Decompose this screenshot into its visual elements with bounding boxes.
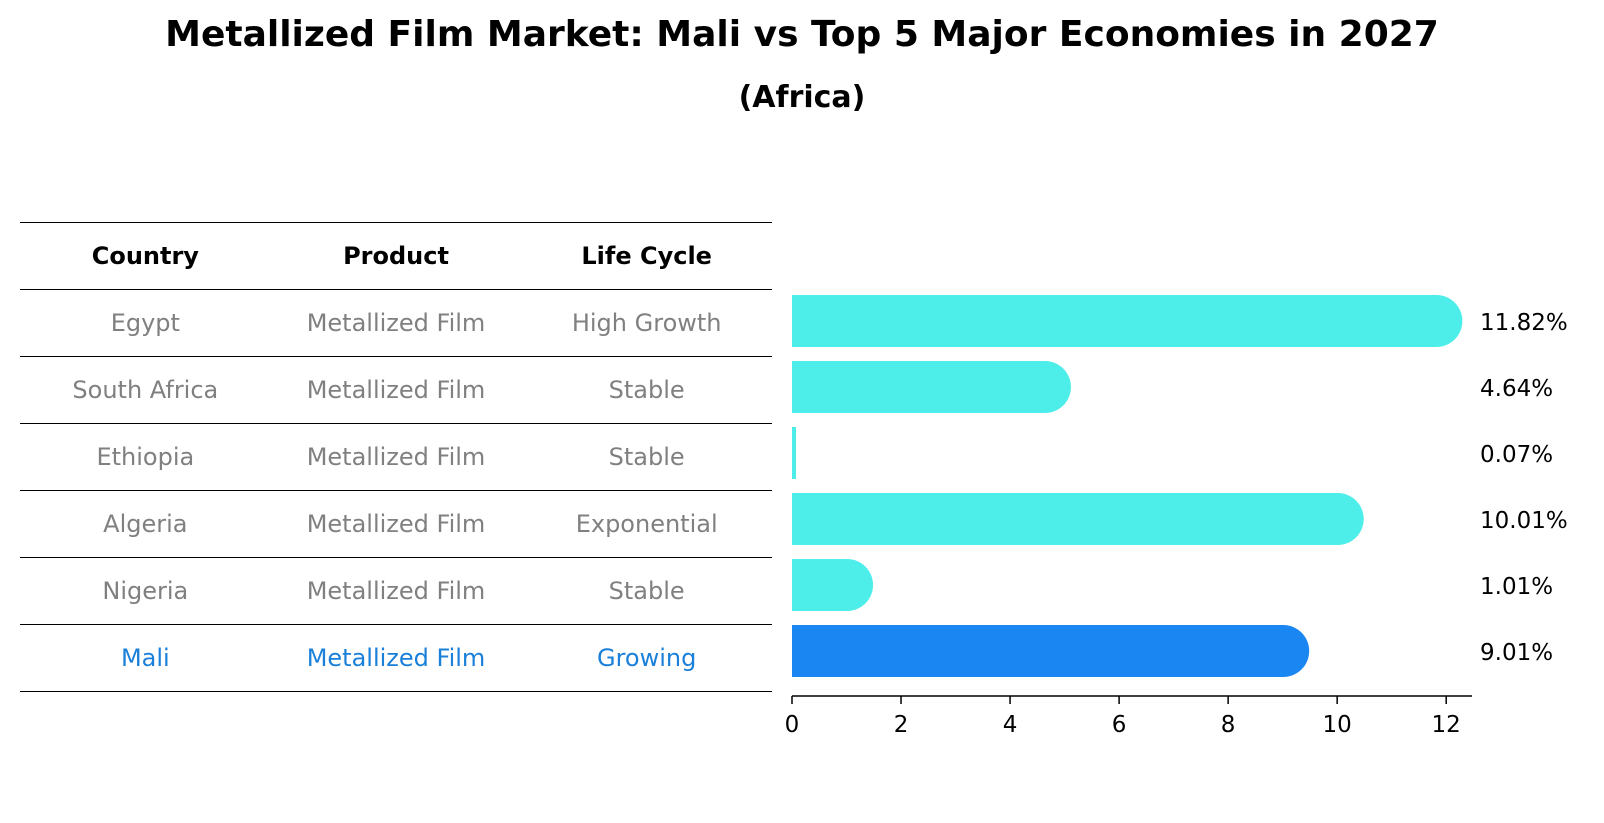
- cell-product: Metallized Film: [306, 443, 486, 471]
- x-axis-tick-label: 10: [1323, 712, 1352, 738]
- cell-life-cycle: Stable: [608, 376, 685, 404]
- cell-life-cycle: Growing: [596, 644, 697, 672]
- table-row-highlight: Mali Metallized Film Growing: [20, 624, 772, 692]
- table-row: Egypt Metallized Film High Growth: [20, 289, 772, 356]
- x-axis-tick-label: 12: [1432, 712, 1461, 738]
- bar-value-label: 11.82%: [1480, 310, 1568, 336]
- cell-product: Metallized Film: [306, 510, 486, 538]
- bar-south-africa: [792, 361, 1071, 413]
- table-header-row: Country Product Life Cycle: [20, 222, 772, 289]
- x-axis-tick-label: 0: [785, 712, 800, 738]
- table-row: South Africa Metallized Film Stable: [20, 356, 772, 423]
- bar-egypt: [792, 295, 1463, 347]
- cell-country: Algeria: [103, 510, 188, 538]
- cell-life-cycle: High Growth: [571, 309, 722, 337]
- cell-country: Egypt: [110, 309, 180, 337]
- table-row: Ethiopia Metallized Film Stable: [20, 423, 772, 490]
- bar-value-label: 4.64%: [1480, 376, 1553, 402]
- cell-country: Mali: [120, 644, 170, 672]
- data-table: Country Product Life Cycle Egypt Metalli…: [20, 222, 772, 692]
- table-row: Nigeria Metallized Film Stable: [20, 557, 772, 624]
- cell-product: Metallized Film: [306, 376, 486, 404]
- x-axis-tick-label: 8: [1221, 712, 1236, 738]
- header-life-cycle: Life Cycle: [581, 242, 712, 270]
- cell-life-cycle: Exponential: [575, 510, 718, 538]
- bar-algeria: [792, 493, 1364, 545]
- bar-ethiopia: [792, 427, 796, 479]
- cell-country: Ethiopia: [96, 443, 195, 471]
- cell-product: Metallized Film: [306, 644, 486, 672]
- table-row: Algeria Metallized Film Exponential: [20, 490, 772, 557]
- bar-value-label: 1.01%: [1480, 574, 1553, 600]
- header-country: Country: [91, 242, 199, 270]
- header-product: Product: [343, 242, 449, 270]
- cell-country: Nigeria: [102, 577, 189, 605]
- bar-value-label: 10.01%: [1480, 508, 1568, 534]
- x-axis-tick-label: 6: [1112, 712, 1127, 738]
- cell-country: South Africa: [72, 376, 219, 404]
- chart-title: Metallized Film Market: Mali vs Top 5 Ma…: [165, 14, 1439, 55]
- bar-value-label: 0.07%: [1480, 442, 1553, 468]
- cell-life-cycle: Stable: [608, 577, 685, 605]
- chart-subtitle: (Africa): [738, 80, 866, 115]
- cell-life-cycle: Stable: [608, 443, 685, 471]
- bar-value-label: 9.01%: [1480, 640, 1553, 666]
- x-axis-tick-label: 4: [1003, 712, 1018, 738]
- cell-product: Metallized Film: [306, 577, 486, 605]
- x-axis-tick-label: 2: [894, 712, 909, 738]
- cell-product: Metallized Film: [306, 309, 486, 337]
- bar-mali: [792, 625, 1310, 677]
- bar-nigeria: [792, 559, 874, 611]
